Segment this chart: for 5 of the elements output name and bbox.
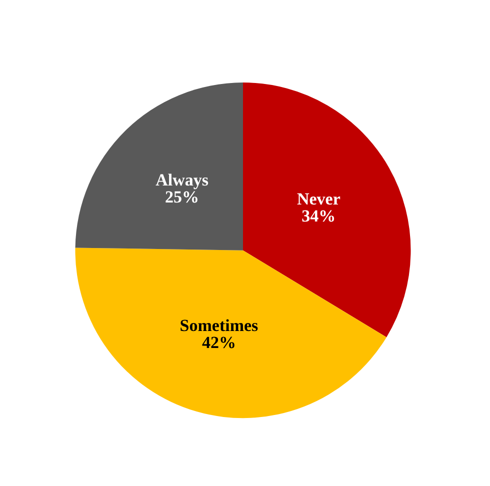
data-label: 42% <box>202 332 236 352</box>
data-label: 34% <box>302 206 336 226</box>
slice-label: Always <box>156 170 209 190</box>
slice-label: Never <box>296 190 341 209</box>
slice-label: Sometimes <box>180 316 259 335</box>
